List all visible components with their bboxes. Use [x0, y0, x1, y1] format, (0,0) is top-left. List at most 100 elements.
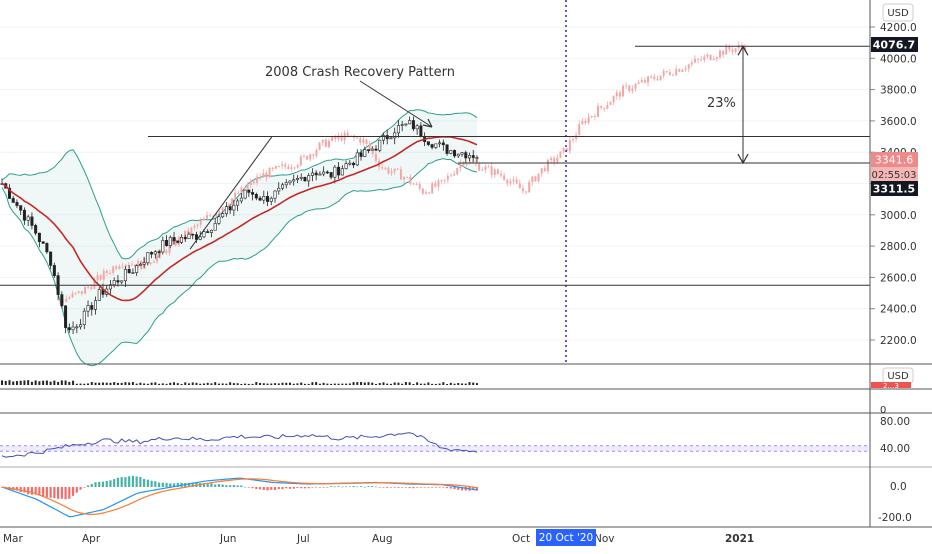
candle-body [389, 137, 393, 140]
volume-bar [184, 382, 187, 385]
ghost-candle [284, 162, 287, 170]
macd-histogram-bar [139, 476, 142, 487]
ghost-candle [293, 166, 296, 170]
time-axis[interactable]: Mar Apr Jun Jul Aug Oct Nov 2021 [3, 533, 754, 545]
macd-histogram-bar [401, 487, 404, 488]
volume-bar [341, 383, 344, 385]
candle [389, 136, 393, 140]
candle-body [172, 237, 176, 242]
pattern-label[interactable]: 2008 Crash Recovery Pattern [265, 65, 455, 80]
candle-body [11, 198, 15, 203]
macd-histogram-bar [318, 487, 321, 488]
volume-bar [30, 381, 33, 385]
ghost-body [209, 215, 212, 217]
ghost-body [668, 72, 671, 75]
ghost-candle [703, 54, 706, 63]
candle [404, 123, 408, 127]
ghost-candle [334, 134, 337, 143]
target-percent-label[interactable]: 23% [707, 96, 736, 111]
candle-body [434, 143, 438, 148]
candle-body [307, 175, 311, 182]
ghost-candle [734, 47, 737, 54]
cursor-date-text: 20 Oct '20 [539, 532, 593, 544]
macd-histogram-bar [356, 486, 359, 488]
candle [310, 168, 314, 182]
ghost-body [212, 215, 215, 217]
ghost-candle [399, 166, 402, 180]
volume-bar [83, 383, 86, 385]
candle-body [112, 280, 116, 286]
ghost-body [503, 175, 506, 180]
macd-histogram-bar [307, 487, 310, 489]
currency-label[interactable]: USD [882, 3, 914, 22]
ghost-candle [615, 90, 618, 100]
candle-body [22, 209, 26, 221]
candle-body [198, 236, 202, 240]
candle-body [131, 272, 135, 274]
ghost-candle [506, 178, 509, 187]
ghost-candle [437, 178, 440, 191]
ghost-candle [296, 163, 299, 170]
candle [322, 166, 326, 177]
candle-body [135, 265, 139, 273]
volume-bar [408, 382, 411, 385]
candle [307, 173, 311, 187]
ghost-body [628, 85, 631, 91]
ghost-body [550, 158, 553, 160]
volume-bar [229, 382, 232, 385]
price-candles [0, 116, 479, 335]
ghost-body [446, 175, 449, 180]
volume-bar [446, 383, 449, 385]
macd-histogram-bar [225, 485, 228, 487]
candle [172, 231, 176, 245]
ghost-candle [99, 273, 102, 282]
macd-histogram-bar [363, 486, 366, 488]
candle-body [221, 213, 225, 218]
candle-body [348, 162, 352, 165]
volume-bar [188, 383, 190, 385]
macd-histogram-bar [330, 486, 333, 487]
candle-body [97, 289, 101, 301]
ghost-candle [559, 151, 562, 158]
volume-bar [105, 382, 108, 385]
macd-histogram-bar [210, 483, 213, 487]
candle-body [209, 229, 213, 233]
ghost-candle [249, 178, 252, 189]
ghost-body [274, 166, 277, 169]
ghost-body [337, 135, 340, 140]
ghost-body [168, 244, 171, 254]
ghost-body [71, 293, 74, 298]
time-label-aug: Aug [372, 533, 393, 545]
volume-bar [225, 383, 228, 385]
ghost-body [609, 102, 612, 106]
ghost-body [553, 158, 556, 162]
candle-body [176, 240, 180, 243]
volume-bar [150, 382, 153, 385]
ghost-candle [637, 79, 640, 85]
price-tick-label: 2600.0 [880, 272, 917, 284]
ghost-body [87, 286, 90, 288]
ghost-body [718, 50, 721, 58]
candle-body [453, 150, 457, 157]
ghost-candle [237, 190, 240, 195]
ghost-body [665, 71, 668, 73]
ghost-candle [121, 262, 124, 270]
price-tick-label: 2400.0 [880, 304, 917, 316]
macd-histogram-bar [42, 487, 45, 497]
ghost-candle [715, 56, 718, 63]
candle-body [187, 233, 191, 240]
volume-bar [214, 382, 217, 385]
ghost-body [496, 169, 499, 174]
candle [157, 249, 161, 258]
candle [426, 141, 430, 147]
volume-currency-label[interactable]: USD [882, 367, 914, 384]
volume-bar [431, 383, 434, 385]
ghost-body [659, 75, 662, 81]
volume-bar [173, 382, 176, 385]
ghost-candle [593, 113, 596, 121]
ghost-candle [490, 162, 493, 179]
candle-body [352, 162, 356, 166]
candle [183, 234, 187, 242]
ghost-body [368, 143, 371, 151]
ghost-body [277, 166, 280, 168]
